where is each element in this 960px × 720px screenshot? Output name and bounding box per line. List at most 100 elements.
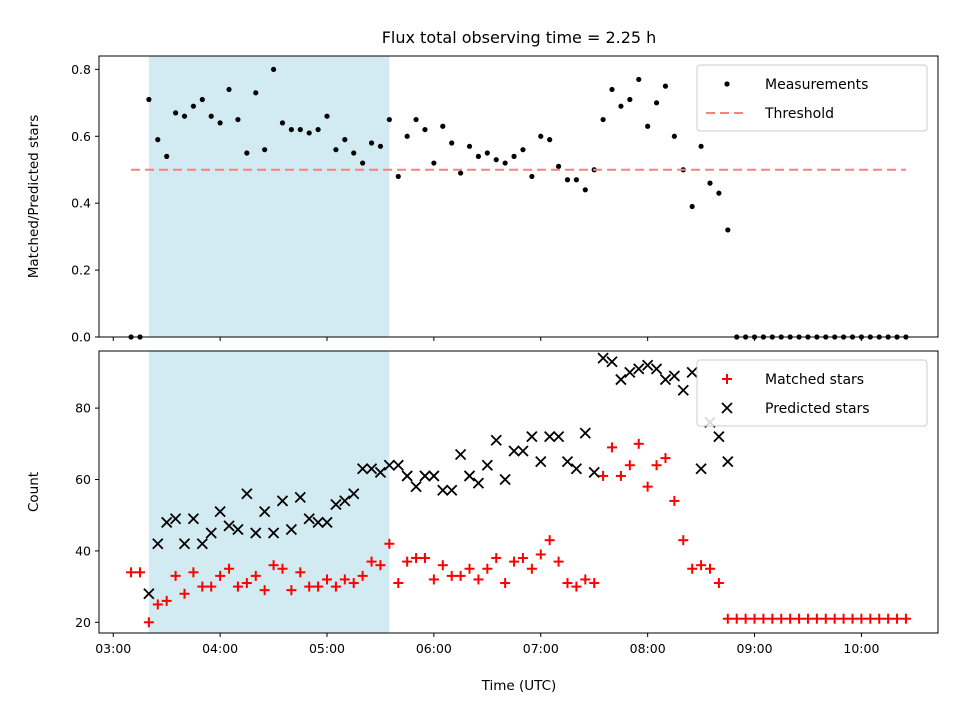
measurements-point — [636, 76, 642, 83]
ratio-plot-frame — [98, 55, 939, 338]
predicted-stars-point — [321, 516, 333, 528]
predicted-stars-point — [161, 516, 173, 528]
matched-stars-point — [134, 567, 145, 578]
x-tick-label: 05:00 — [309, 641, 345, 656]
measurements-point — [520, 147, 526, 153]
matched-stars-point — [188, 567, 199, 578]
predicted-stars-point — [196, 538, 208, 550]
matched-stars-point — [491, 553, 502, 564]
x-tick-label: 07:00 — [523, 641, 559, 656]
predicted-stars-point-b — [169, 513, 182, 525]
predicted-stars-point-b — [579, 427, 591, 439]
matched-stars-point — [874, 613, 885, 624]
predicted-stars-point-b — [339, 495, 351, 507]
predicted-stars-point — [223, 520, 235, 532]
predicted-stars-point-b — [232, 523, 244, 536]
matched-stars-point — [589, 578, 600, 589]
measurements-point — [288, 126, 294, 133]
predicted-stars-point — [374, 466, 387, 479]
x-tick-label: 10:00 — [843, 641, 879, 656]
measurements-point — [146, 96, 152, 103]
predicted-stars-point — [668, 370, 681, 382]
observing-window-shade-bottom — [148, 351, 390, 633]
matched-stars-point — [615, 470, 626, 481]
predicted-stars-point-b — [392, 459, 404, 471]
matched-stars-point — [304, 581, 315, 592]
y-tick-label: 0.6 — [71, 129, 91, 144]
predicted-stars-point-b — [499, 473, 511, 486]
matched-stars-point — [553, 556, 564, 567]
predicted-stars-point-b — [481, 459, 493, 471]
predicted-stars-point — [330, 498, 342, 511]
predicted-stars-point — [695, 463, 707, 475]
predicted-stars-point-b — [152, 538, 164, 550]
measurements-point — [235, 116, 241, 123]
predicted-stars-point — [178, 538, 191, 550]
matched-stars-point — [660, 453, 671, 464]
measurements-point — [529, 173, 535, 180]
matched-stars-point — [517, 553, 528, 564]
counts-y-axis: 20 40 60 80 — [75, 401, 99, 630]
measurements-point — [368, 140, 375, 146]
matched-stars-point — [704, 563, 715, 574]
predicted-stars-point — [428, 470, 440, 482]
predicted-stars-point-b — [633, 363, 645, 375]
predicted-stars-point — [365, 463, 378, 475]
predicted-stars-point-b — [356, 463, 369, 475]
matched-stars-point — [722, 613, 733, 624]
measurements-point — [573, 177, 579, 183]
predicted-stars-point-b — [615, 373, 627, 386]
matched-stars-point — [856, 613, 867, 624]
measurements-point — [538, 133, 544, 139]
measurements-point — [315, 126, 321, 133]
x-tick-label: 09:00 — [737, 641, 773, 656]
matched-stars-point — [268, 560, 279, 571]
predicted-stars-point-b — [686, 366, 698, 379]
measurements-point — [395, 173, 401, 180]
matched-stars-point — [900, 613, 911, 624]
predicted-stars-point-b — [606, 356, 618, 368]
predicted-stars-point — [713, 431, 725, 443]
predicted-stars-point-b — [294, 491, 306, 503]
predicted-stars-point — [356, 463, 369, 475]
legend-box — [696, 64, 928, 132]
predicted-stars-point — [490, 434, 502, 446]
predicted-stars-point-b — [419, 470, 431, 482]
predicted-stars-point-b — [187, 513, 200, 525]
predicted-stars-point-b — [570, 463, 583, 475]
matched-stars-point — [678, 535, 689, 546]
measurements-point — [181, 113, 188, 119]
matched-stars-point — [758, 613, 769, 624]
predicted-stars-point-b — [196, 538, 208, 550]
matched-stars-point — [437, 560, 448, 571]
predicted-stars-point-b — [517, 445, 529, 457]
measurements-point — [279, 120, 286, 126]
y-tick-label: 0.8 — [71, 62, 91, 77]
matched-stars-point — [562, 578, 573, 589]
measurements-point — [555, 163, 562, 169]
legend-swatch-b — [721, 402, 733, 414]
predicted-stars-point-b — [588, 466, 600, 479]
measurements-point — [324, 113, 330, 119]
matched-stars-point — [250, 570, 261, 581]
predicted-stars-point — [241, 488, 253, 500]
matched-stars-point — [473, 574, 484, 585]
measurements-point — [208, 113, 214, 119]
predicted-stars-point-b — [552, 431, 565, 443]
predicted-stars-point — [205, 527, 217, 539]
predicted-stars-point — [624, 366, 636, 379]
predicted-stars-point — [187, 513, 200, 525]
matched-stars-point — [651, 460, 662, 471]
matched-stars-point — [339, 574, 350, 585]
counts-marks — [126, 352, 911, 628]
y-tick-label: 60 — [75, 472, 91, 487]
predicted-stars-point — [312, 516, 324, 528]
y-tick-label: 0.0 — [71, 330, 91, 345]
predicted-stars-point-b — [330, 498, 342, 511]
predicted-stars-point — [481, 459, 493, 471]
matched-stars-point — [384, 538, 395, 549]
measurements-point — [600, 116, 606, 123]
predicted-stars-point — [259, 505, 271, 518]
x-axis-label: Time (UTC) — [481, 678, 557, 694]
measurements-point — [671, 133, 677, 139]
